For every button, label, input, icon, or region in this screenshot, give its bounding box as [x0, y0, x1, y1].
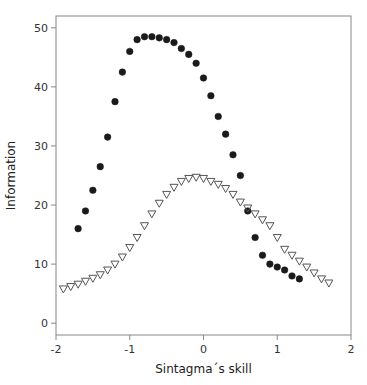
point	[208, 92, 215, 99]
point	[104, 267, 112, 274]
point	[96, 272, 104, 279]
x-tick-label: 1	[274, 343, 281, 356]
point	[193, 60, 200, 67]
plot-background	[56, 16, 351, 335]
point	[171, 39, 178, 46]
x-axis-label: Sintagma´s skill	[155, 362, 252, 376]
point	[104, 134, 111, 141]
series	[75, 33, 303, 282]
point	[74, 281, 82, 288]
point	[75, 225, 82, 232]
point	[149, 33, 156, 40]
point	[156, 35, 163, 42]
point	[200, 75, 207, 82]
y-tick-label: 10	[34, 258, 48, 271]
y-tick	[51, 86, 56, 87]
point	[200, 175, 208, 182]
point	[141, 33, 148, 40]
y-tick	[51, 264, 56, 265]
x-tick-label: -1	[124, 343, 135, 356]
point	[134, 36, 141, 43]
point	[289, 273, 296, 280]
point	[229, 191, 237, 198]
point	[82, 278, 90, 285]
point	[185, 51, 192, 58]
point	[251, 211, 259, 218]
x-tick	[351, 335, 352, 340]
x-axis: -2 -1 0 1 2	[51, 335, 355, 356]
point	[325, 280, 333, 287]
point	[236, 199, 244, 206]
y-axis-label: Information	[4, 141, 18, 210]
chart: -2-101201020304050Sintagma´s skillInform…	[0, 0, 367, 385]
point	[281, 246, 289, 253]
point	[119, 69, 126, 76]
point	[170, 184, 178, 191]
point	[178, 45, 185, 52]
point	[244, 205, 252, 212]
y-axis: 0 10 20 30 40 50	[34, 22, 56, 330]
points	[59, 33, 333, 293]
point	[118, 254, 126, 261]
point	[185, 175, 193, 182]
y-tick	[51, 323, 56, 324]
point	[177, 178, 185, 185]
point	[59, 286, 67, 293]
y-tick	[51, 27, 56, 28]
y-tick-label: 40	[34, 81, 48, 94]
x-tick	[129, 335, 130, 340]
y-tick-label: 20	[34, 199, 48, 212]
point	[310, 270, 318, 277]
y-tick-label: 30	[34, 140, 48, 153]
series	[59, 174, 333, 293]
point	[148, 211, 156, 218]
point	[89, 275, 97, 282]
point	[82, 208, 89, 215]
point	[259, 252, 266, 259]
point	[259, 217, 267, 224]
point	[133, 235, 141, 242]
point	[303, 264, 311, 271]
x-tick	[203, 335, 204, 340]
plot-frame	[56, 16, 351, 335]
point	[273, 235, 281, 242]
point	[288, 252, 296, 259]
point	[111, 261, 119, 268]
point	[222, 131, 229, 138]
point	[163, 191, 171, 198]
y-tick-label: 50	[34, 22, 48, 35]
point	[318, 276, 326, 283]
y-tick	[51, 145, 56, 146]
point	[266, 223, 274, 230]
point	[267, 261, 274, 268]
x-tick-label: 2	[348, 343, 355, 356]
point	[237, 172, 244, 179]
point	[281, 267, 288, 274]
point	[126, 245, 134, 252]
point	[126, 48, 133, 55]
y-tick-label: 0	[41, 317, 48, 330]
point	[274, 264, 281, 271]
point	[207, 178, 215, 185]
point	[252, 234, 259, 241]
point	[296, 276, 303, 283]
x-tick	[277, 335, 278, 340]
x-tick-label: -2	[51, 343, 62, 356]
x-tick-label: 0	[200, 343, 207, 356]
point	[141, 223, 149, 230]
point	[90, 187, 97, 194]
point	[97, 163, 104, 170]
y-tick	[51, 205, 56, 206]
point	[67, 284, 75, 291]
point	[214, 181, 222, 188]
point	[112, 98, 119, 105]
x-tick	[56, 335, 57, 340]
point	[155, 200, 163, 207]
point	[230, 152, 237, 159]
point	[295, 258, 303, 265]
point	[215, 113, 222, 120]
point	[222, 185, 230, 192]
point	[163, 36, 170, 43]
